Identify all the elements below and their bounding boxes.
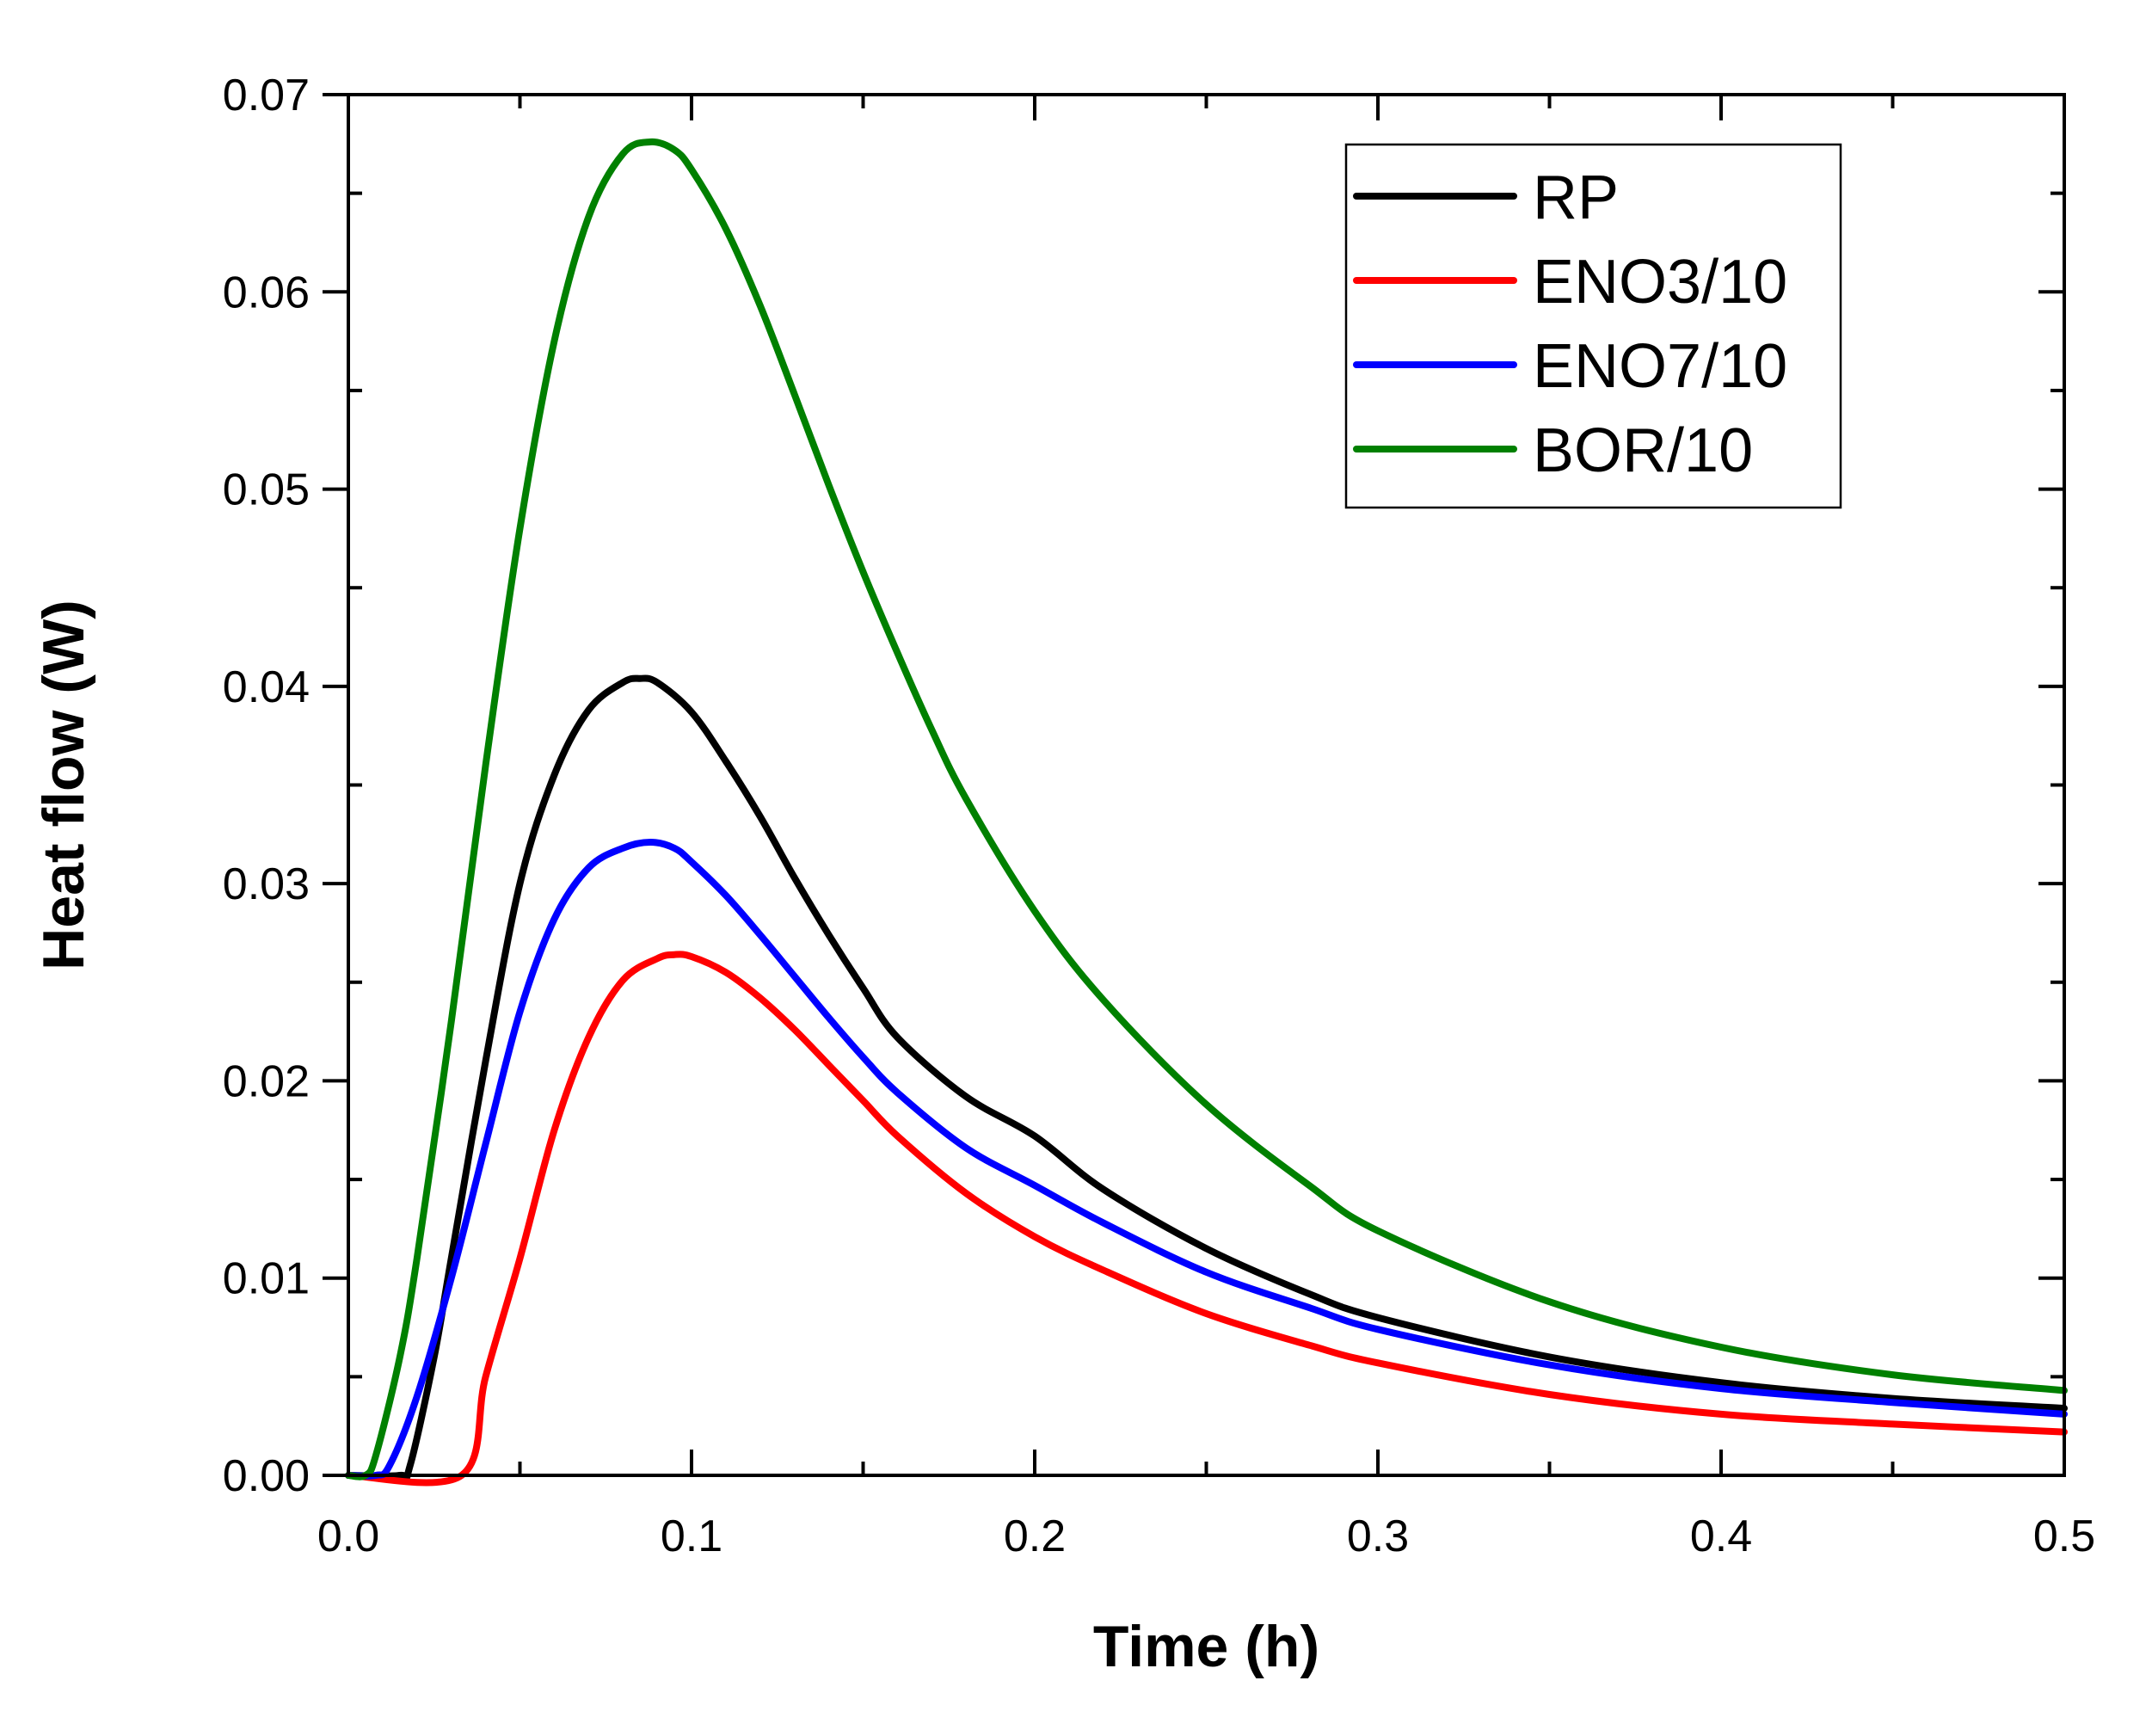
x-tick-label: 0.2: [1004, 1511, 1066, 1561]
y-tick-label: 0.00: [223, 1451, 310, 1501]
legend: RP ENO3/10 ENO7/10 BOR/10: [1344, 143, 1842, 509]
legend-label-bor-10: BOR/10: [1533, 416, 1753, 485]
axis-tick-labels: 0.0 0.1 0.2 0.3 0.4 0.5 0.00 0.01 0.02 0.03 0.04 0.…: [223, 71, 2095, 1561]
y-tick-label: 0.05: [223, 465, 310, 515]
y-tick-label: 0.03: [223, 859, 310, 909]
axis-ticks: [323, 93, 2066, 1477]
x-axis-title: Time (h): [1093, 1614, 1319, 1679]
series-line-eno7-10: [345, 839, 2068, 1480]
legend-label-eno3-10: ENO3/10: [1533, 248, 1787, 317]
y-tick-label: 0.02: [223, 1056, 310, 1106]
x-tick-label: 0.0: [317, 1511, 379, 1561]
y-tick-label: 0.06: [223, 268, 310, 317]
legend-label-rp: RP: [1533, 163, 1619, 232]
series-line-eno3-10: [345, 951, 2068, 1487]
legend-label-eno7-10: ENO7/10: [1533, 332, 1787, 401]
y-axis-title: Heat flow (W): [31, 600, 96, 970]
legend-entries: RP ENO3/10 ENO7/10 BOR/10: [1353, 163, 1787, 485]
plot-frame: [347, 93, 2066, 1477]
series-line-bor-10: [345, 138, 2068, 1481]
x-tick-label: 0.4: [1690, 1511, 1752, 1561]
x-tick-label: 0.3: [1347, 1511, 1409, 1561]
x-tick-label: 0.1: [661, 1511, 722, 1561]
y-tick-label: 0.04: [223, 662, 310, 712]
y-tick-label: 0.01: [223, 1254, 310, 1304]
series-line-rp: [345, 674, 2068, 1481]
y-tick-label: 0.07: [223, 71, 310, 120]
data-curves: [345, 138, 2068, 1487]
x-tick-label: 0.5: [2033, 1511, 2095, 1561]
